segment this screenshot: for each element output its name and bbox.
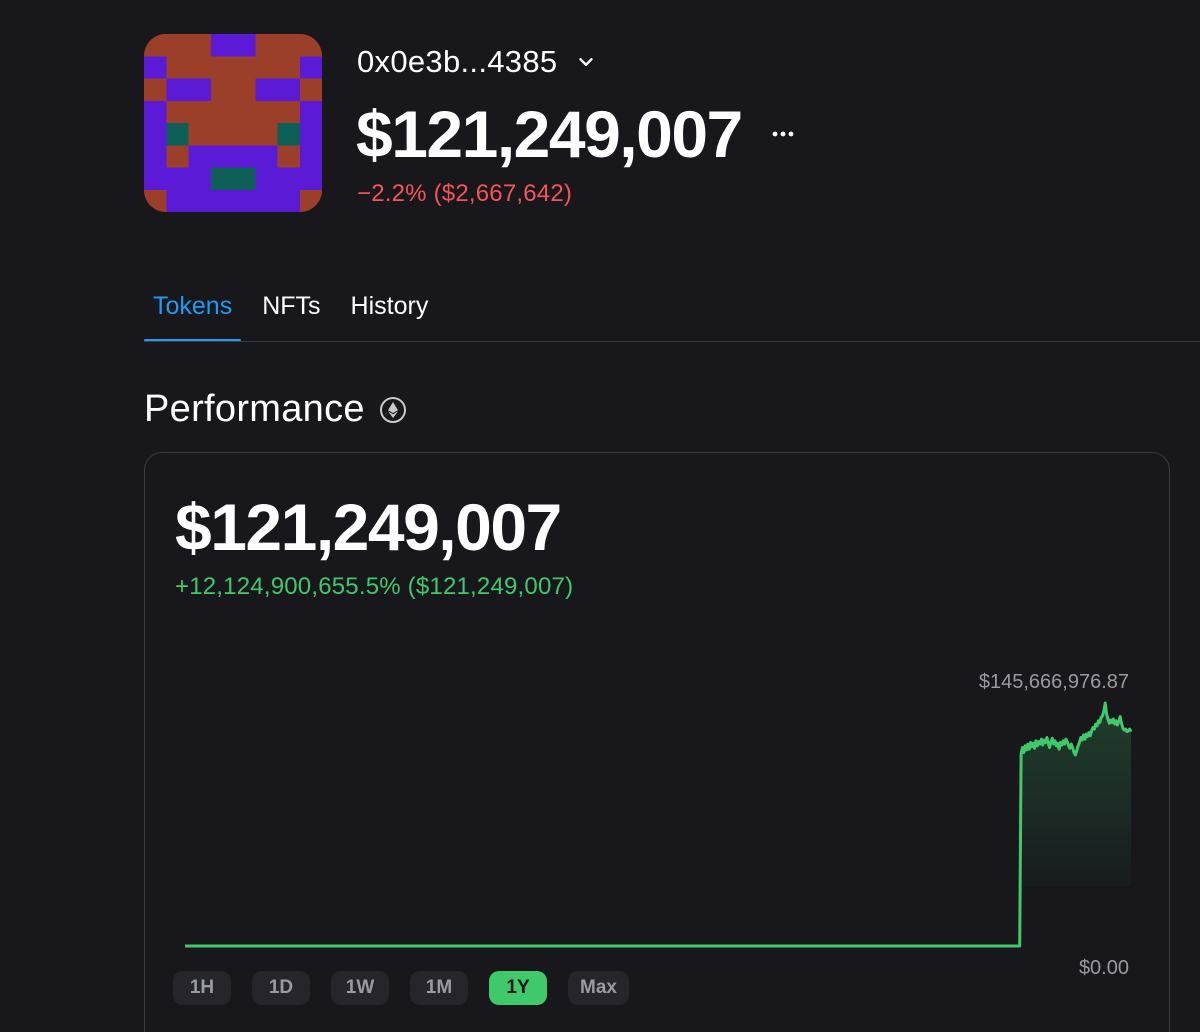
- chart-min-label: $0.00: [1078, 957, 1129, 979]
- more-options-button[interactable]: [770, 121, 796, 147]
- avatar-pixel: [210, 167, 233, 190]
- avatar-pixel: [166, 78, 189, 101]
- avatar-pixel: [277, 34, 300, 57]
- performance-change: +12,124,900,655.5% ($121,249,007): [175, 573, 574, 600]
- pixel-avatar-image: [144, 34, 322, 212]
- avatar-pixel: [233, 123, 256, 146]
- avatar-pixel: [166, 34, 189, 57]
- avatar-pixel: [299, 78, 322, 101]
- avatar-pixel: [277, 56, 300, 79]
- performance-header: Performance: [144, 388, 407, 431]
- performance-value: $121,249,007: [175, 490, 562, 564]
- avatar-pixel: [233, 56, 256, 79]
- avatar-pixel: [166, 123, 189, 146]
- avatar-pixel: [166, 100, 189, 123]
- avatar-pixel: [166, 145, 189, 168]
- avatar-pixel: [299, 100, 322, 123]
- avatar-pixel: [166, 167, 189, 190]
- avatar-pixel: [233, 78, 256, 101]
- avatar-pixel: [255, 123, 278, 146]
- balance-change: −2.2% ($2,667,642): [357, 180, 573, 207]
- avatar-pixel: [210, 189, 233, 212]
- avatar-pixel: [233, 34, 256, 57]
- avatar-pixel: [210, 100, 233, 123]
- avatar-pixel: [144, 189, 167, 212]
- avatar-pixel: [210, 123, 233, 146]
- avatar-pixel: [188, 145, 211, 168]
- avatar-pixel: [255, 100, 278, 123]
- wallet-balance: $121,249,007: [356, 97, 743, 171]
- avatar-pixel: [277, 100, 300, 123]
- performance-card: $121,249,007 +12,124,900,655.5% ($121,24…: [144, 452, 1170, 1032]
- avatar-pixel: [233, 167, 256, 190]
- avatar-pixel: [144, 34, 167, 57]
- avatar-pixel: [188, 100, 211, 123]
- performance-title: Performance: [144, 388, 365, 430]
- avatar-pixel: [277, 145, 300, 168]
- avatar-pixel: [144, 100, 167, 123]
- tab-tokens[interactable]: Tokens: [144, 286, 242, 342]
- avatar-pixel: [233, 189, 256, 212]
- range-max-button[interactable]: Max: [568, 971, 629, 1005]
- tabs-divider: [144, 341, 1200, 342]
- range-1h-button[interactable]: 1H: [173, 971, 231, 1005]
- avatar-pixel: [277, 123, 300, 146]
- avatar-pixel: [188, 56, 211, 79]
- time-range-selector: 1H 1D 1W 1M 1Y Max: [173, 971, 629, 1005]
- avatar-pixel: [299, 34, 322, 57]
- balance-row: $121,249,007: [356, 96, 796, 172]
- avatar-pixel: [255, 167, 278, 190]
- avatar-pixel: [188, 78, 211, 101]
- range-1d-button[interactable]: 1D: [252, 971, 310, 1005]
- avatar-pixel: [299, 56, 322, 79]
- avatar-pixel: [210, 34, 233, 57]
- avatar-pixel: [277, 78, 300, 101]
- avatar-pixel: [255, 189, 278, 212]
- performance-chart: [184, 701, 1133, 948]
- avatar-pixel: [210, 145, 233, 168]
- avatar-pixel: [166, 189, 189, 212]
- range-1w-button[interactable]: 1W: [331, 971, 389, 1005]
- avatar-pixel: [277, 189, 300, 212]
- wallet-tabs: Tokens NFTs History: [144, 286, 449, 342]
- chart-series-line: [184, 701, 1133, 948]
- avatar-pixel: [144, 123, 167, 146]
- avatar-pixel: [277, 167, 300, 190]
- avatar-pixel: [144, 56, 167, 79]
- tab-nfts[interactable]: NFTs: [262, 292, 321, 320]
- avatar-pixel: [255, 145, 278, 168]
- avatar-pixel: [299, 145, 322, 168]
- chevron-down-icon: [575, 51, 597, 73]
- avatar-pixel: [210, 56, 233, 79]
- ellipsis-icon: [772, 131, 794, 137]
- avatar-pixel: [255, 78, 278, 101]
- wallet-address: 0x0e3b...4385: [357, 44, 558, 79]
- avatar-pixel: [233, 145, 256, 168]
- avatar-pixel: [144, 167, 167, 190]
- avatar-pixel: [299, 189, 322, 212]
- avatar-pixel: [166, 56, 189, 79]
- range-1m-button[interactable]: 1M: [410, 971, 468, 1005]
- avatar-pixel: [233, 100, 256, 123]
- address-selector[interactable]: 0x0e3b...4385: [357, 42, 597, 82]
- avatar-pixel: [299, 123, 322, 146]
- chart-area-fill: [1019, 703, 1131, 946]
- avatar-pixel: [188, 189, 211, 212]
- avatar-pixel: [188, 123, 211, 146]
- tab-history[interactable]: History: [350, 292, 429, 320]
- avatar-pixel: [144, 145, 167, 168]
- avatar-pixel: [188, 167, 211, 190]
- chart-max-label: $145,666,976.87: [978, 671, 1129, 693]
- avatar-pixel: [144, 78, 167, 101]
- avatar-pixel: [210, 78, 233, 101]
- ethereum-network-icon[interactable]: [379, 396, 407, 424]
- avatar-pixel: [188, 34, 211, 57]
- wallet-avatar: [144, 34, 322, 212]
- avatar-pixel: [299, 167, 322, 190]
- avatar-pixel: [255, 56, 278, 79]
- avatar-pixel: [255, 34, 278, 57]
- range-1y-button[interactable]: 1Y: [489, 971, 547, 1005]
